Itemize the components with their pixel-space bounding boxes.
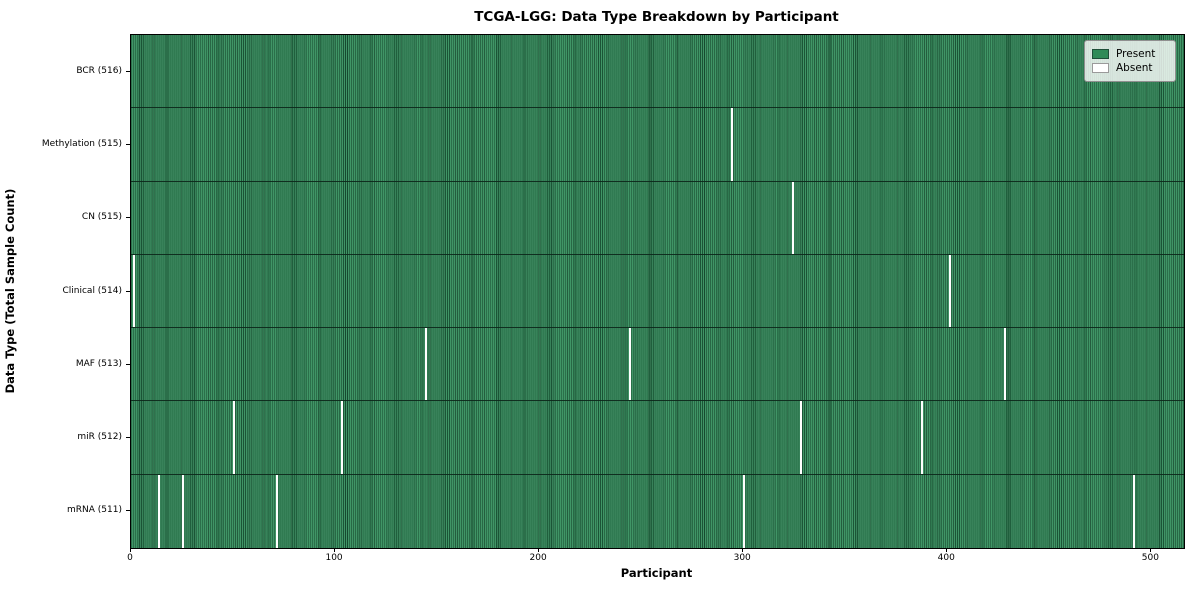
x-tick-label: 500 [1141, 553, 1159, 563]
y-axis-title: Data Type (Total Sample Count) [3, 188, 17, 394]
y-tick-label: miR (512) [77, 432, 122, 443]
x-tick-label: 200 [529, 553, 547, 563]
plot-area [130, 34, 1185, 549]
legend-item-present: Present [1092, 48, 1168, 60]
absent-gap [920, 401, 923, 474]
x-tick-label: 300 [733, 553, 751, 563]
row-clinical [131, 254, 1184, 329]
x-tick-mark [130, 548, 131, 552]
y-tick-mark [126, 510, 130, 512]
absent-gap [792, 181, 795, 254]
x-axis-title: Participant [620, 566, 693, 580]
absent-swatch-icon [1092, 63, 1109, 73]
x-tick-mark [1150, 548, 1152, 552]
y-tick-label: BCR (516) [76, 65, 122, 76]
legend-absent-label: Absent [1116, 62, 1153, 74]
x-tick-mark [334, 548, 336, 552]
absent-gap [424, 328, 427, 401]
absent-gap [157, 474, 160, 548]
legend: Present Absent [1084, 40, 1176, 82]
row-methylation [131, 108, 1184, 182]
y-tick-mark [126, 217, 130, 219]
row-maf [131, 328, 1184, 402]
row-bcr [131, 35, 1184, 109]
y-tick-label: Clinical (514) [62, 285, 122, 296]
y-tick-mark [126, 290, 130, 292]
absent-gap [341, 401, 344, 474]
present-swatch-icon [1092, 49, 1109, 59]
y-tick-mark [126, 70, 130, 72]
legend-item-absent: Absent [1092, 62, 1168, 74]
row-mir [131, 401, 1184, 475]
x-tick-mark [742, 548, 744, 552]
y-tick-label: MAF (513) [75, 358, 122, 369]
absent-gap [743, 474, 746, 548]
y-tick-label: Methylation (515) [41, 138, 122, 149]
chart-title: TCGA-LGG: Data Type Breakdown by Partici… [474, 9, 839, 25]
absent-gap [275, 474, 278, 548]
y-tick-mark [126, 363, 130, 365]
absent-gap [233, 401, 236, 474]
absent-gap [730, 108, 733, 181]
legend-present-label: Present [1116, 48, 1156, 60]
x-tick-mark [538, 548, 540, 552]
absent-gap [949, 254, 952, 328]
absent-gap [628, 328, 631, 401]
row-cn [131, 181, 1184, 255]
absent-gap [182, 474, 185, 548]
x-tick-label: 100 [325, 553, 343, 563]
x-tick-mark [946, 548, 948, 552]
absent-gap [800, 401, 803, 474]
x-tick-label: 0 [127, 553, 133, 563]
x-tick-label: 400 [937, 553, 955, 563]
y-tick-mark [126, 143, 130, 145]
absent-gap [1133, 474, 1135, 548]
y-tick-label: CN (515) [81, 212, 122, 223]
absent-gap [133, 254, 136, 328]
absent-gap [1004, 328, 1007, 401]
row-mrna [131, 474, 1184, 548]
y-tick-label: mRNA (511) [67, 505, 122, 516]
y-tick-mark [126, 437, 130, 439]
